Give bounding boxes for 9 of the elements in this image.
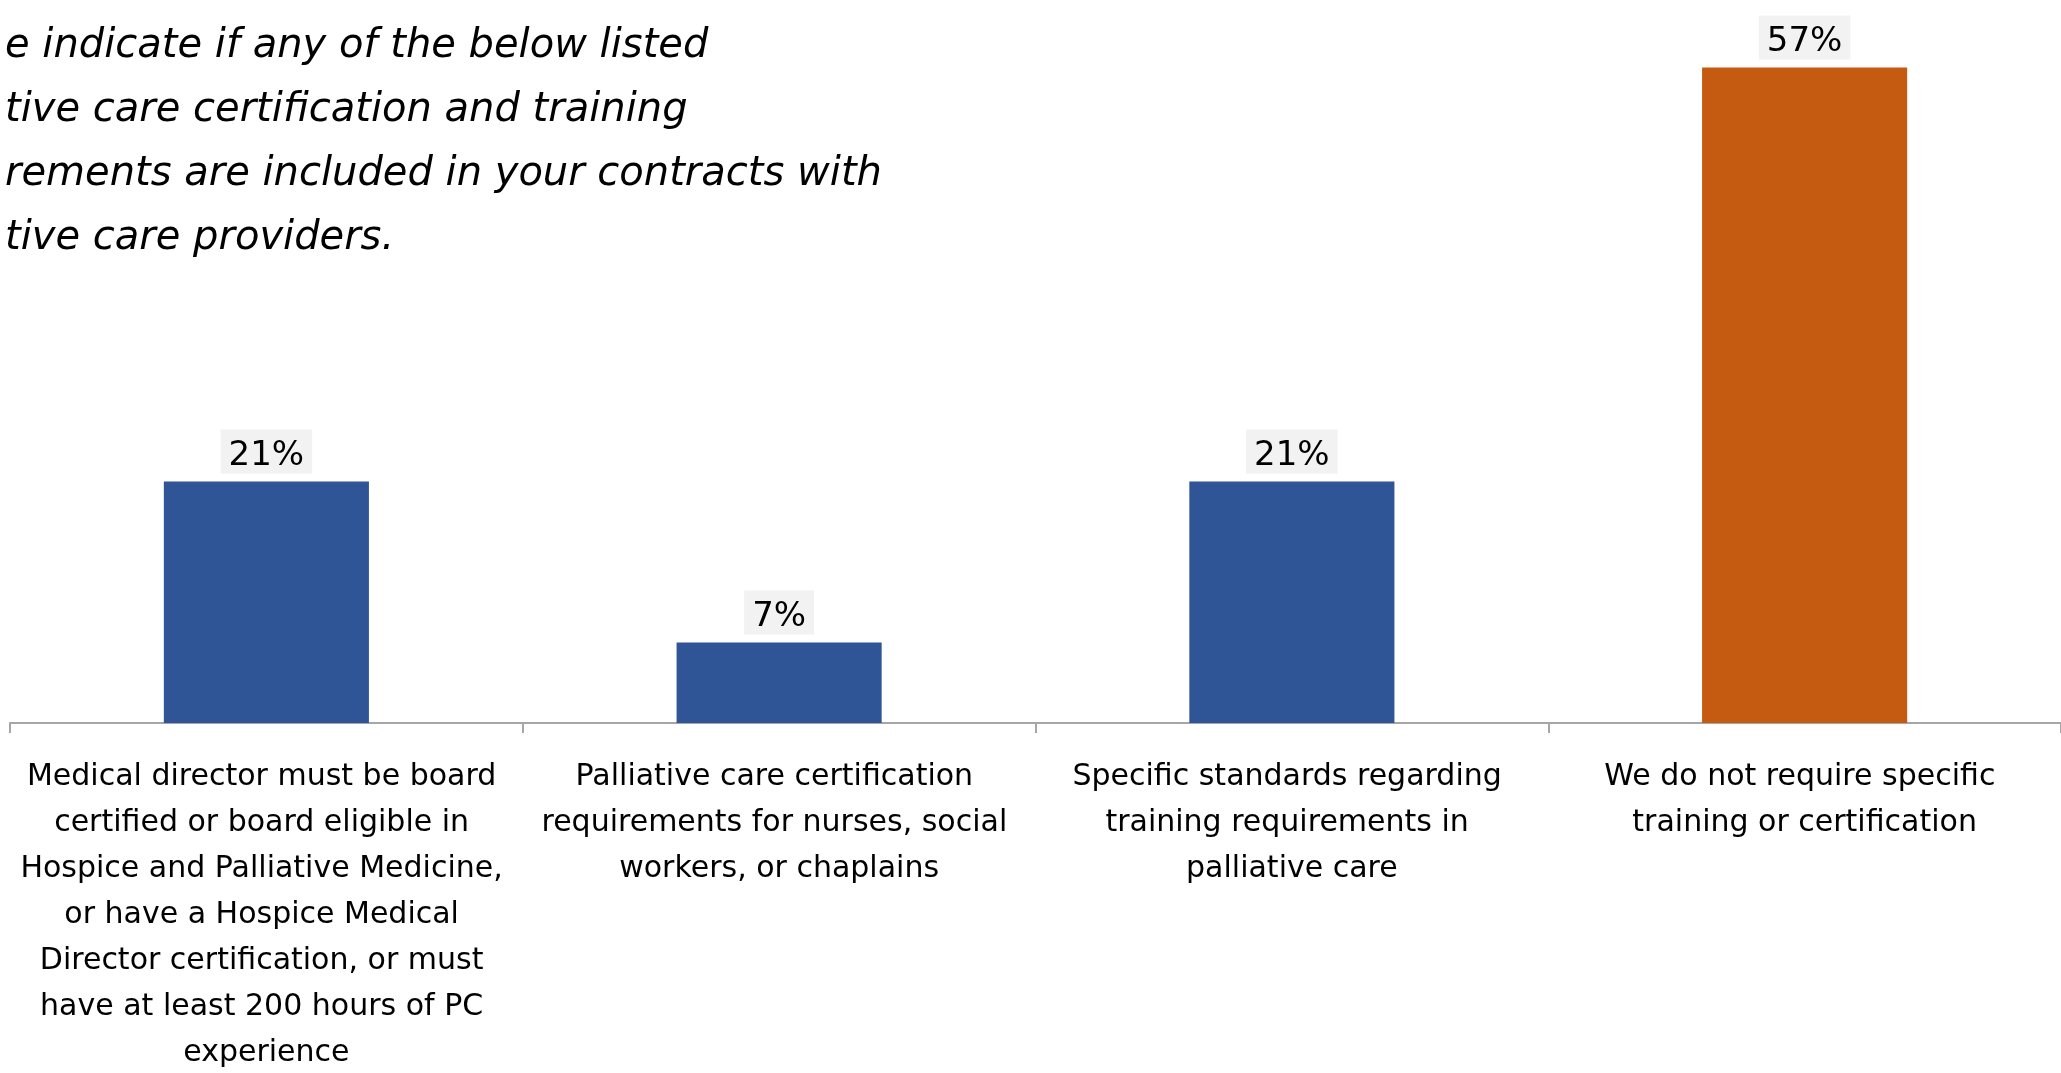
x-tick-label: Specific standards regarding training requirements in palliative care xyxy=(1072,756,1512,884)
x-tick-label: We do not require specific training or certification xyxy=(1604,756,2005,838)
data-label: 21% xyxy=(228,432,305,473)
x-tick-label: Medical director must be board certified or board eligible in Hospice and Palliative Medicine, or have a Hospice Medical Director certification, or must have at least 200 hours of PC experience xyxy=(20,756,513,1068)
text: e indicate if any of the below listed tive care certification and training rements are included in your contracts with tive care providers. xyxy=(5,20,882,258)
data-label: 21% xyxy=(1254,432,1330,473)
data-label: 7% xyxy=(752,593,807,634)
x-tick-label: Palliative care certification requirements for nurses, social workers, or chaplains xyxy=(541,756,1017,884)
data-label: 57% xyxy=(1766,18,1843,59)
